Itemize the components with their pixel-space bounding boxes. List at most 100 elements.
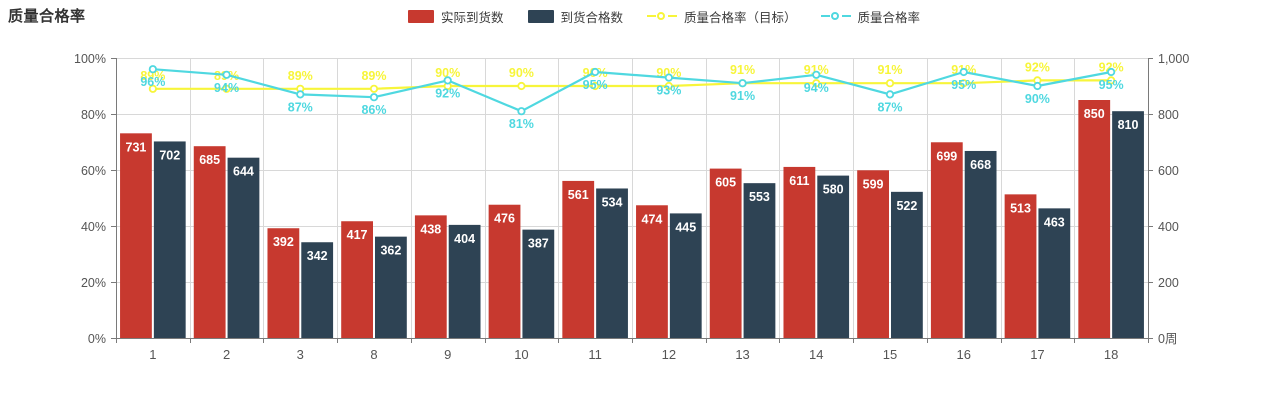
line-value-label: 91%	[730, 89, 755, 103]
line-point-marker[interactable]	[738, 79, 747, 88]
x-axis-category-label: 18	[1104, 347, 1118, 362]
line-point-marker[interactable]	[664, 81, 673, 91]
legend-item-1[interactable]: 实际到货数	[408, 7, 504, 26]
bar-actual-arrival[interactable]	[636, 205, 668, 338]
right-axis-tick-label: 0周	[1158, 332, 1177, 346]
bar-actual-arrival[interactable]	[414, 215, 447, 338]
left-axis-tick-label: 0%	[88, 332, 106, 346]
line-point-marker[interactable]	[517, 107, 526, 116]
line-value-label: 91%	[730, 63, 755, 77]
line-point-marker[interactable]	[959, 67, 968, 77]
bar-actual-arrival[interactable]	[783, 166, 816, 338]
bar-actual-arrival[interactable]	[120, 133, 152, 338]
left-axis-tick-label: 20%	[81, 276, 106, 290]
legend-item-2[interactable]: 到货合格数	[527, 7, 623, 26]
bar-value-label: 644	[233, 165, 254, 179]
x-axis-category-label: 17	[1030, 347, 1044, 362]
line-point-marker[interactable]	[1033, 81, 1042, 91]
bar-value-label: 387	[528, 237, 549, 251]
right-axis-tick-label: 1,000	[1158, 52, 1189, 66]
bar-qualified-arrival[interactable]	[1112, 111, 1144, 338]
bar-qualified-arrival[interactable]	[891, 191, 923, 338]
bar-qualified-arrival[interactable]	[964, 150, 997, 338]
line-value-label: 87%	[288, 100, 313, 114]
legend-swatch-icon	[527, 9, 554, 23]
line-point-marker[interactable]	[369, 93, 379, 102]
legend-item-3[interactable]: 质量合格率（目标）	[647, 7, 797, 26]
right-axis-tick-label: 400	[1158, 220, 1179, 234]
line-point-marker[interactable]	[148, 84, 157, 93]
bar-qualified-arrival[interactable]	[227, 157, 260, 338]
line-point-marker[interactable]	[885, 90, 895, 99]
line-point-marker[interactable]	[296, 90, 305, 99]
line-value-label: 92%	[435, 86, 460, 100]
line-point-marker[interactable]	[1107, 67, 1116, 77]
line-point-marker[interactable]	[1107, 76, 1116, 85]
bar-value-label: 417	[347, 228, 368, 242]
line-actual-rate[interactable]	[152, 68, 1112, 113]
line-point-marker[interactable]	[369, 84, 379, 93]
bar-actual-arrival[interactable]	[193, 146, 226, 338]
bar-actual-arrival[interactable]	[857, 170, 889, 338]
line-target-rate[interactable]	[152, 79, 1112, 90]
left-axis-tick-label: 100%	[74, 52, 106, 66]
line-value-label: 89%	[361, 69, 386, 83]
bar-value-label: 474	[642, 212, 663, 226]
bar-qualified-arrival[interactable]	[448, 224, 481, 338]
x-axis-category-label: 14	[809, 347, 823, 362]
line-point-marker[interactable]	[443, 76, 452, 85]
line-point-marker[interactable]	[517, 81, 526, 91]
bar-qualified-arrival[interactable]	[743, 183, 776, 338]
line-point-marker[interactable]	[959, 79, 968, 88]
line-point-marker[interactable]	[222, 84, 231, 93]
line-value-label: 95%	[951, 78, 976, 92]
line-point-marker[interactable]	[812, 70, 821, 79]
bar-actual-arrival[interactable]	[1004, 194, 1037, 338]
legend-item-4[interactable]: 质量合格率	[820, 7, 920, 26]
legend-swatch-icon	[408, 9, 434, 23]
bar-qualified-arrival[interactable]	[669, 213, 702, 338]
line-point-marker[interactable]	[591, 67, 600, 77]
x-axis-category-label: 3	[297, 347, 304, 362]
bar-qualified-arrival[interactable]	[522, 229, 555, 338]
x-axis-category-label: 2	[223, 347, 230, 362]
bar-value-label: 392	[273, 235, 294, 249]
bar-value-label: 561	[568, 188, 589, 202]
bar-actual-arrival[interactable]	[488, 204, 521, 338]
bar-qualified-arrival[interactable]	[596, 188, 628, 338]
bar-value-label: 702	[159, 148, 180, 162]
bar-actual-arrival[interactable]	[267, 228, 300, 338]
line-value-label: 95%	[583, 78, 608, 92]
bar-qualified-arrival[interactable]	[375, 236, 407, 338]
bar-value-label: 476	[494, 212, 515, 226]
x-axis-category-label: 8	[370, 347, 377, 362]
bar-qualified-arrival[interactable]	[301, 242, 334, 338]
line-point-marker[interactable]	[591, 81, 600, 91]
line-point-marker[interactable]	[148, 65, 157, 74]
bar-actual-arrival[interactable]	[562, 180, 595, 338]
legend-label: 质量合格率（目标）	[684, 10, 797, 25]
line-point-marker[interactable]	[222, 70, 231, 79]
bar-value-label: 605	[715, 176, 736, 190]
bar-qualified-arrival[interactable]	[153, 141, 186, 338]
line-value-label: 86%	[361, 103, 386, 117]
bar-actual-arrival[interactable]	[709, 168, 742, 338]
bar-qualified-arrival[interactable]	[817, 175, 850, 338]
x-axis-category-label: 9	[444, 347, 451, 362]
x-axis-category-label: 11	[588, 347, 602, 362]
bar-value-label: 731	[126, 140, 147, 154]
bar-actual-arrival[interactable]	[930, 142, 963, 338]
bar-value-label: 404	[454, 232, 475, 246]
legend-line-marker-icon	[647, 10, 678, 22]
line-point-marker[interactable]	[885, 79, 895, 88]
line-point-marker[interactable]	[812, 79, 821, 88]
bar-qualified-arrival[interactable]	[1038, 208, 1071, 338]
line-point-marker[interactable]	[664, 73, 673, 82]
left-axis-tick-label: 60%	[81, 164, 106, 178]
right-axis-tick-label: 800	[1158, 108, 1179, 122]
bar-actual-arrival[interactable]	[1078, 100, 1111, 338]
bar-value-label: 685	[199, 153, 220, 167]
bar-actual-arrival[interactable]	[341, 221, 373, 338]
bar-value-label: 342	[307, 249, 328, 263]
